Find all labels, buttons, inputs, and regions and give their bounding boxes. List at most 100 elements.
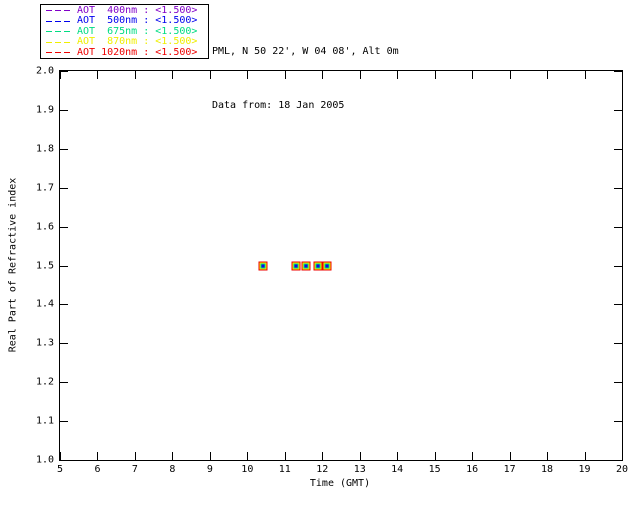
x-tick-label: 5 <box>56 464 64 475</box>
y-tick-right <box>614 226 622 228</box>
marker-center <box>305 265 307 266</box>
data-point-marker <box>313 261 323 270</box>
x-tick-label: 14 <box>391 464 404 475</box>
x-tick <box>60 452 61 460</box>
x-tick-top <box>622 71 623 79</box>
y-tick-label: 1.4 <box>35 298 54 310</box>
legend-item: AOT 675nm : <1.500> <box>46 25 208 37</box>
x-tick-top <box>472 71 474 79</box>
y-tick <box>60 421 68 423</box>
y-tick <box>60 343 68 345</box>
plot-header: PML, N 50 22', W 04 08', Alt 0m Data fro… <box>212 7 399 151</box>
y-tick-label: 1.0 <box>35 454 54 466</box>
y-tick-right <box>614 382 622 384</box>
x-tick <box>434 452 436 460</box>
date-text: Data from: 18 Jan 2005 <box>212 100 345 111</box>
x-tick-top <box>434 71 436 79</box>
legend-line-sample <box>46 41 72 43</box>
legend-label: AOT 870nm : <1.500> <box>77 36 198 47</box>
x-tick-top <box>134 71 136 79</box>
x-tick-label: 10 <box>241 464 254 475</box>
y-tick-label: 1.8 <box>35 143 54 155</box>
marker-center <box>326 265 328 266</box>
x-tick-label: 6 <box>94 464 101 475</box>
y-tick-label: 1.6 <box>35 221 54 233</box>
legend-line-sample <box>46 52 72 53</box>
x-tick <box>472 452 474 460</box>
y-tick <box>60 382 68 384</box>
x-tick <box>97 452 99 460</box>
y-tick-right <box>614 109 622 111</box>
marker-ring <box>261 264 265 267</box>
legend-item: AOT 400nm : <1.500> <box>46 4 208 16</box>
legend-line-sample <box>46 10 72 11</box>
y-tick-right <box>614 421 622 423</box>
x-tick-top <box>209 71 211 79</box>
y-tick-label: 1.5 <box>35 260 54 271</box>
x-tick-top <box>97 71 99 79</box>
marker-ring <box>294 264 298 267</box>
legend-item: AOT 870nm : <1.500> <box>46 37 208 47</box>
data-point-marker <box>291 261 301 270</box>
x-tick <box>584 452 586 460</box>
marker-center <box>262 265 264 266</box>
legend-line-sample <box>46 31 72 32</box>
legend-item: AOT 500nm : <1.500> <box>46 16 208 26</box>
marker-ring <box>323 262 331 269</box>
legend-label: AOT 1020nm : <1.500> <box>77 46 198 58</box>
x-tick-label: 16 <box>466 464 479 475</box>
x-tick <box>397 452 399 460</box>
marker-ring <box>292 262 300 269</box>
x-tick-top <box>397 71 399 79</box>
x-tick-top <box>60 71 61 79</box>
x-tick <box>322 452 324 460</box>
x-tick-label: 7 <box>131 464 138 475</box>
x-tick-label: 13 <box>353 464 366 475</box>
x-tick-label: 20 <box>615 464 629 475</box>
marker-ring <box>304 264 308 267</box>
marker-ring <box>302 262 310 269</box>
y-tick-label: 2.0 <box>35 65 54 77</box>
y-tick-right <box>614 148 622 150</box>
x-tick-label: 12 <box>316 464 329 475</box>
y-tick <box>60 304 68 306</box>
y-tick-right <box>614 304 622 306</box>
y-tick-label: 1.2 <box>35 376 54 388</box>
marker-ring <box>303 263 309 268</box>
x-tick-label: 18 <box>541 464 554 475</box>
x-tick-top <box>172 71 174 79</box>
marker-ring <box>293 263 299 268</box>
y-tick <box>60 71 68 72</box>
y-tick <box>60 265 68 267</box>
y-tick-right <box>614 460 622 461</box>
legend-label: AOT 675nm : <1.500> <box>77 25 198 37</box>
x-tick-top <box>322 71 324 79</box>
x-tick <box>359 452 361 460</box>
x-tick-label: 11 <box>278 464 291 475</box>
marker-center <box>295 265 297 266</box>
y-tick <box>60 148 68 150</box>
x-tick-label: 15 <box>428 464 441 475</box>
plot-area: 5 6 7 8 9 10 11 12 13 14 15 16 17 18 19 20 1.0 1.1 1.2 1.3 1… <box>36 66 628 476</box>
y-tick-right <box>614 71 622 72</box>
marker-ring <box>315 263 321 268</box>
y-tick-right <box>614 265 622 267</box>
x-tick-top <box>547 71 549 79</box>
y-tick-label: 1.7 <box>35 182 54 194</box>
data-point-marker <box>301 261 311 270</box>
marker-ring <box>260 263 266 268</box>
x-tick-top <box>509 71 511 79</box>
y-tick <box>60 109 68 111</box>
y-tick <box>60 226 68 228</box>
x-tick <box>134 452 136 460</box>
x-tick <box>209 452 211 460</box>
legend-line-sample <box>46 20 72 22</box>
x-tick-label: 9 <box>206 464 213 475</box>
data-point-marker <box>258 261 268 270</box>
y-tick-right <box>614 343 622 345</box>
x-tick-top <box>284 71 286 79</box>
marker-ring <box>316 264 320 267</box>
legend-label: AOT 400nm : <1.500> <box>77 4 198 16</box>
x-tick <box>547 452 549 460</box>
